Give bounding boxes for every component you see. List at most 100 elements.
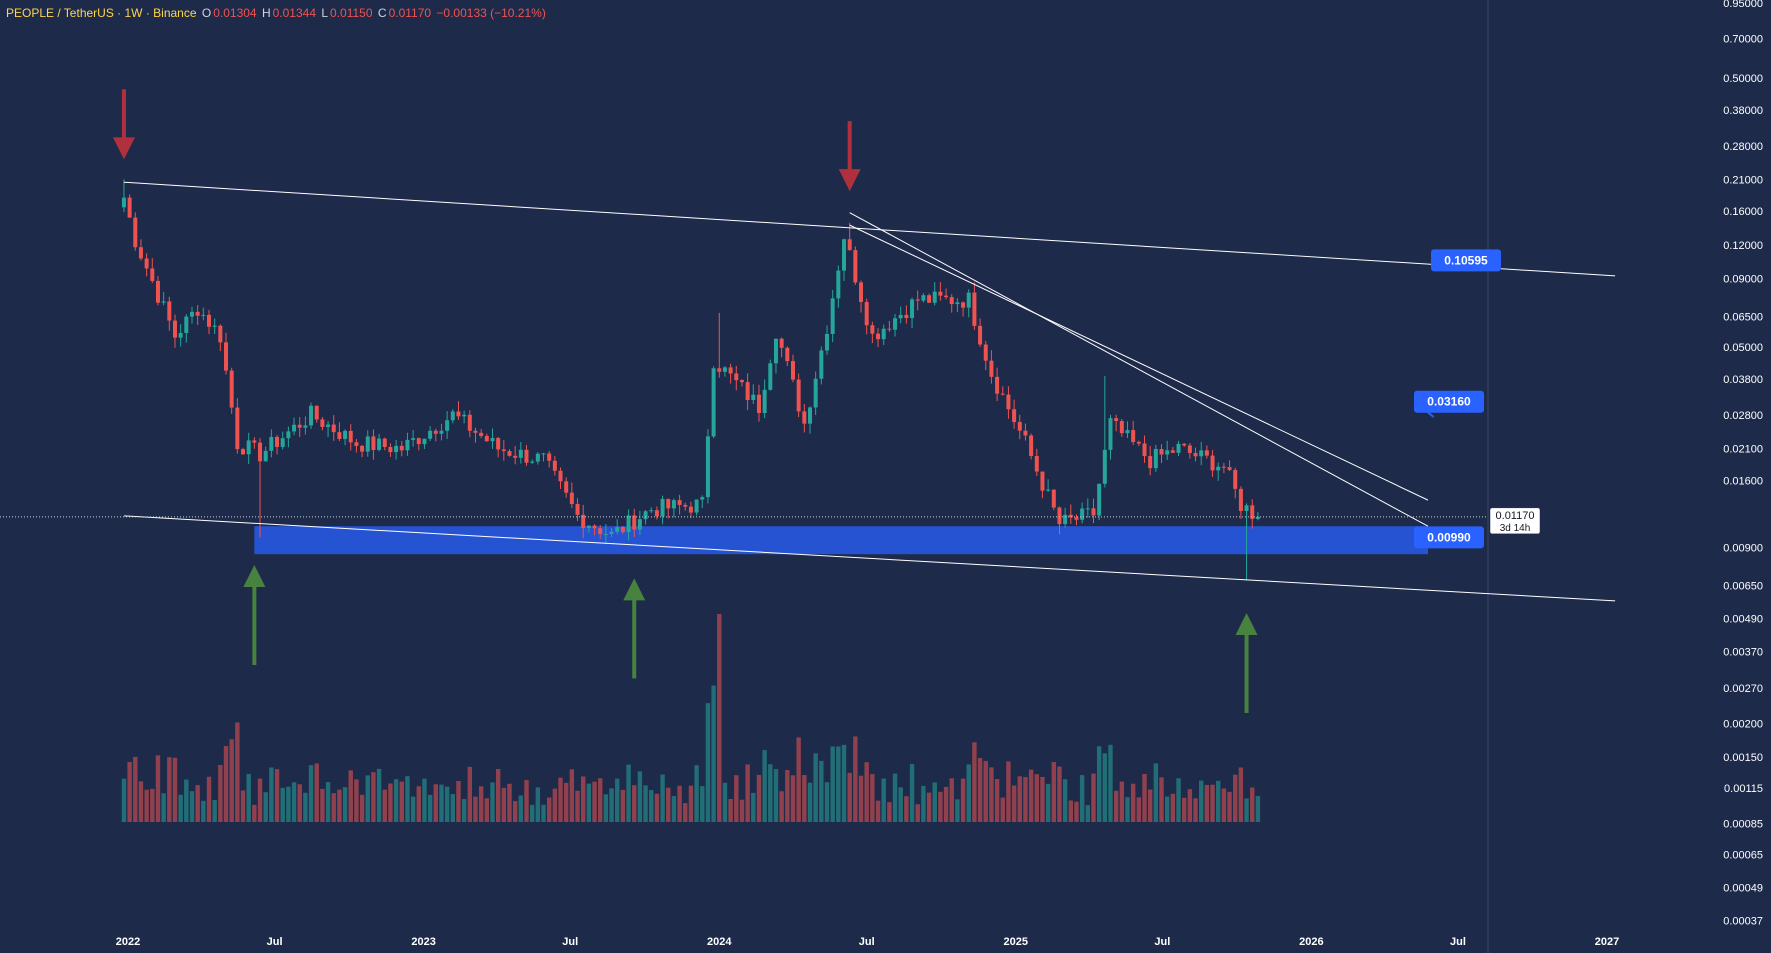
candle-body — [921, 295, 926, 301]
time-tick-label: 2023 — [411, 936, 435, 948]
candle — [360, 445, 365, 458]
candle-body — [201, 314, 206, 316]
symbol-title[interactable]: PEOPLE / TetherUS · 1W · Binance — [6, 6, 197, 20]
volume-bar — [121, 778, 127, 822]
price-tick-label: 0.00650 — [1723, 581, 1763, 593]
volume-bar — [892, 773, 898, 822]
candle-body — [961, 302, 966, 308]
last-price-badge — [1489, 507, 1541, 535]
callout-label: 0.10595 — [1444, 253, 1488, 267]
candle — [1255, 512, 1260, 521]
volume-bar — [847, 772, 852, 822]
candle-body — [479, 432, 484, 436]
candle-body — [983, 344, 988, 361]
candle-body — [155, 280, 160, 303]
candle — [155, 276, 160, 306]
candle — [189, 306, 194, 324]
candle — [649, 507, 654, 514]
candle — [705, 429, 710, 504]
candle-body — [195, 311, 200, 316]
candle — [377, 434, 382, 452]
candle — [1221, 462, 1226, 474]
time-tick-label: 2027 — [1595, 936, 1619, 948]
candle — [1012, 399, 1017, 429]
volume-bar — [314, 763, 319, 822]
candle — [462, 410, 467, 424]
candle — [842, 238, 847, 281]
candle-body — [745, 382, 750, 401]
low-value: 0.01150 — [330, 6, 373, 20]
candle-body — [224, 342, 229, 371]
candle-body — [1227, 467, 1232, 471]
candle — [745, 373, 750, 410]
volume-bar — [280, 787, 285, 822]
candle-body — [1244, 505, 1249, 512]
candle — [484, 433, 489, 442]
candle-body — [1102, 449, 1107, 484]
volume-bar — [354, 779, 359, 822]
candle-body — [581, 514, 586, 528]
candle — [1187, 443, 1192, 459]
candle — [938, 282, 943, 301]
support-zone — [254, 526, 1428, 555]
candle-body — [1142, 443, 1147, 457]
price-tick-label: 0.00150 — [1723, 752, 1763, 764]
candle — [756, 384, 761, 422]
candle-body — [1238, 488, 1243, 512]
trendline — [849, 212, 1429, 527]
volume-bar — [512, 801, 518, 822]
candle-body — [1097, 483, 1102, 516]
candle-body — [411, 438, 416, 440]
volume-bar — [257, 778, 263, 822]
volume-bar — [586, 783, 592, 822]
candle — [1046, 479, 1051, 492]
volume-bar — [274, 769, 280, 822]
candle-body — [1131, 430, 1136, 442]
candle — [201, 307, 206, 321]
volume-bar — [365, 775, 370, 822]
volume-bar — [569, 769, 575, 822]
candle-body — [144, 258, 149, 269]
candle — [518, 441, 523, 464]
volume-bar — [592, 781, 597, 822]
time-tick-label: Jul — [1154, 936, 1170, 948]
volume-bar — [960, 778, 966, 822]
candle — [654, 506, 659, 520]
candle-body — [751, 394, 756, 401]
volume-bar — [461, 799, 467, 822]
candle — [133, 212, 138, 251]
candle — [399, 440, 404, 457]
candle — [513, 446, 518, 465]
candle — [1097, 483, 1102, 521]
volume-bar — [1023, 777, 1028, 822]
candle — [1068, 504, 1073, 524]
volume-bar — [1040, 776, 1045, 822]
volume-bar — [762, 750, 767, 822]
candle — [297, 417, 302, 438]
volume-bar — [700, 786, 705, 822]
candle-body — [694, 499, 699, 513]
candle — [212, 318, 217, 335]
volume-bar — [444, 786, 450, 822]
candle — [1250, 499, 1255, 529]
candle — [343, 429, 348, 446]
volume-bar — [751, 792, 756, 822]
volume-bar — [1170, 793, 1176, 822]
candle — [1165, 440, 1170, 461]
candle-body — [178, 332, 183, 338]
candle — [802, 403, 807, 433]
volume-bar — [1125, 797, 1130, 822]
candle-body — [524, 449, 529, 463]
candle — [626, 509, 631, 541]
volume-bar — [1017, 776, 1022, 822]
candle — [598, 525, 603, 539]
candle — [1210, 450, 1215, 477]
candle — [773, 338, 778, 374]
volume-bar — [1216, 780, 1221, 822]
candle — [127, 194, 132, 218]
volume-bar — [1187, 789, 1193, 822]
price-tick-label: 0.09000 — [1723, 273, 1763, 285]
volume-histogram — [121, 614, 1261, 822]
candle-body — [354, 442, 359, 446]
